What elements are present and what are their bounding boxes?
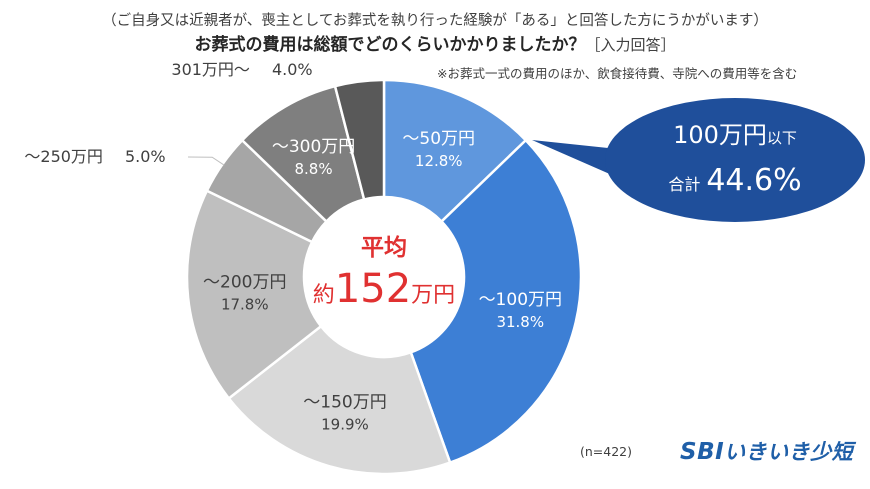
- sample-size: (n=422): [580, 444, 633, 459]
- footnote: ※お葬式一式の費用のほか、飲食接待費、寺院への費用等を含む: [437, 66, 798, 81]
- slice-category-7: 301万円～: [171, 60, 250, 79]
- donut-hole: [304, 197, 464, 357]
- slice-category-5: ～250万円: [24, 147, 103, 166]
- slice-value-7: 4.0%: [272, 60, 313, 79]
- average-number: 152: [335, 266, 411, 312]
- callout-total-prefix: 合計: [668, 175, 700, 194]
- callout-pointer: [532, 140, 612, 175]
- slice-value-2: 31.8%: [496, 313, 544, 331]
- slice-category-6: ～300万円: [272, 137, 355, 157]
- leader-lines: [187, 156, 225, 166]
- average-value: 約152万円: [313, 266, 455, 312]
- average-unit: 万円: [411, 283, 455, 308]
- chart-subtitle: （ご自身又は近親者が、喪主としてお葬式を執り行った経験が「ある」と回答した方にう…: [102, 13, 768, 29]
- slice-label-5: ～250万円 5.0%: [24, 147, 165, 166]
- slice-category-4: ～200万円: [203, 273, 286, 293]
- chart-title: お葬式の費用は総額でどのくらいかかりましたか？［入力回答］: [0, 30, 870, 55]
- callout-total-value: 44.6%: [706, 163, 801, 198]
- slice-value-4: 17.8%: [221, 296, 269, 314]
- slice-category-1: ～50万円: [402, 129, 475, 149]
- callout-range-suffix: 以下: [767, 129, 797, 147]
- average-prefix: 約: [313, 283, 335, 308]
- average-label: 平均: [361, 234, 407, 261]
- callout-total: 合計 44.6%: [668, 163, 801, 198]
- sbi-logo: SBIいきいき少短: [680, 436, 853, 466]
- slice-value-3: 19.9%: [321, 415, 369, 433]
- slice-value-5: 5.0%: [125, 147, 166, 166]
- input-answer-tag: ［入力回答］: [585, 36, 676, 54]
- callout-range-value: 100万円: [673, 121, 767, 149]
- callout-range: 100万円以下: [673, 121, 797, 149]
- logo-mark: SBI: [680, 439, 725, 465]
- slice-label-7: 301万円～ 4.0%: [171, 60, 312, 79]
- leader-line-5: [187, 156, 225, 166]
- donut-slices: [185, 78, 583, 476]
- slice-value-6: 8.8%: [295, 160, 333, 178]
- slice-value-1: 12.8%: [415, 152, 463, 170]
- callout-bubble: [605, 98, 865, 222]
- slice-category-3: ～150万円: [303, 392, 386, 412]
- slice-labels: ～50万円 12.8% ～100万円 31.8% ～150万円 19.9% ～200万円 17…: [24, 60, 562, 433]
- slice-category-2: ～100万円: [479, 290, 562, 310]
- chart-title-text: お葬式の費用は総額でどのくらいかかりましたか？: [194, 35, 586, 55]
- logo-name: いきいき少短: [724, 440, 854, 464]
